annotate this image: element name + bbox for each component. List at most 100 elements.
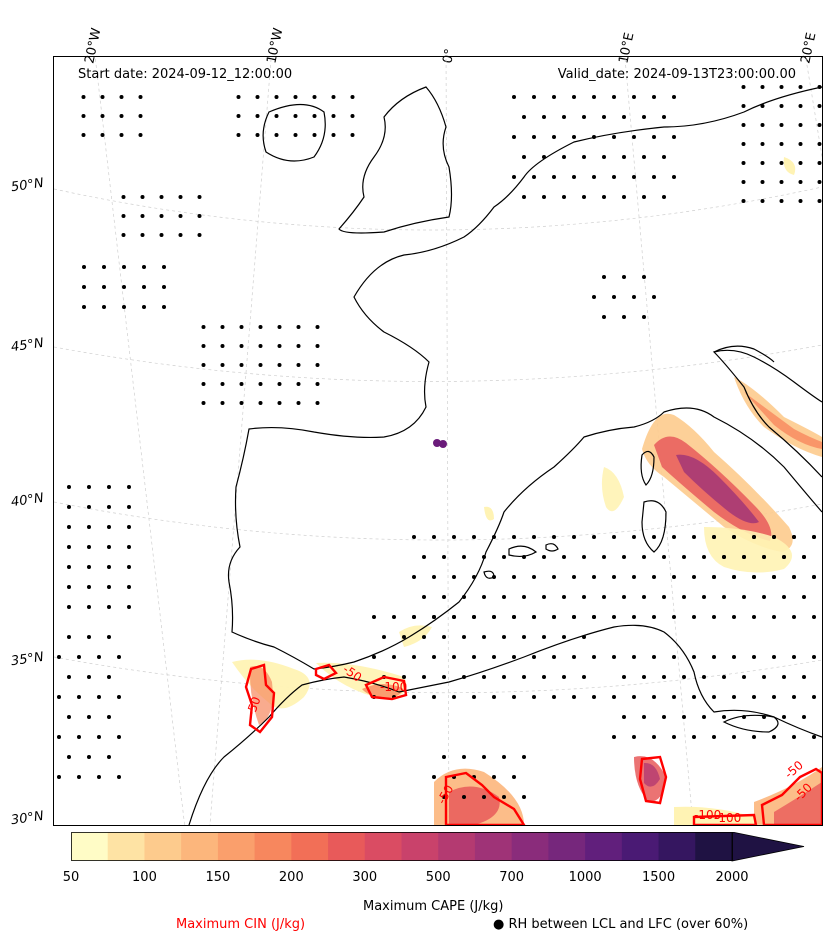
rh-dot	[652, 655, 656, 659]
rh-dot	[532, 575, 536, 579]
rh-dot	[100, 133, 105, 137]
colorbar-cell	[548, 832, 586, 861]
rh-dot	[652, 535, 656, 539]
rh-dot	[760, 104, 765, 108]
rh-dot	[442, 755, 446, 759]
rh-dot	[142, 285, 146, 289]
purple-marker	[433, 439, 441, 447]
lat-label-30n: 30°N	[10, 808, 45, 829]
rh-dot	[552, 175, 556, 179]
rh-dot	[462, 595, 466, 599]
rh-dot	[812, 695, 816, 699]
rh-dot	[331, 95, 336, 99]
rh-dot	[442, 555, 446, 559]
rh-dot	[442, 675, 446, 679]
colorbar-bar	[71, 832, 805, 862]
rh-dot	[572, 695, 576, 699]
rh-dot	[422, 555, 426, 559]
rh-dot	[572, 135, 576, 139]
rh-dot	[642, 675, 646, 679]
rh-dot	[782, 715, 786, 719]
rh-dot	[652, 735, 656, 739]
colorbar-tick-label: 2000	[715, 870, 749, 885]
rh-dot	[817, 104, 822, 108]
rh-dot	[117, 735, 121, 739]
rh-dot	[82, 305, 86, 309]
rh-dot	[582, 555, 586, 559]
rh-dot	[502, 635, 506, 639]
rh-dot	[582, 195, 586, 199]
rh-dot	[315, 401, 320, 405]
lat-label-40n: 40°N	[10, 490, 45, 511]
rh-dot	[142, 265, 146, 269]
rh-dot	[772, 695, 776, 699]
rh-dot	[97, 735, 101, 739]
rh-dot	[812, 655, 816, 659]
rh-dot	[562, 635, 566, 639]
rh-dot	[107, 605, 111, 609]
rh-dot	[652, 175, 656, 179]
rh-dot	[87, 635, 91, 639]
cin-contour-labels: -50 -100 -50 -100 -50 -50 -100 -50	[244, 662, 815, 825]
colorbar-tick-label: 500	[425, 870, 451, 885]
rh-dot	[662, 155, 666, 159]
rh-dot	[592, 95, 596, 99]
rh-dot	[760, 142, 765, 146]
rh-dot	[239, 363, 244, 367]
colorbar-cell	[364, 832, 402, 861]
rh-dot	[67, 715, 71, 719]
rh-dot	[178, 195, 183, 199]
rh-dot	[592, 535, 596, 539]
rh-dot	[817, 85, 822, 89]
rh-dot	[236, 95, 241, 99]
rh-dot	[542, 115, 546, 119]
rh-dot	[562, 155, 566, 159]
rh-dot	[512, 95, 516, 99]
rh-dot	[87, 505, 91, 509]
rh-dot	[412, 615, 416, 619]
rh-dot	[140, 214, 145, 218]
rh-dot	[122, 265, 126, 269]
rh-dot	[632, 135, 636, 139]
rh-dot	[742, 595, 746, 599]
rh-dot	[812, 735, 816, 739]
rh-dot	[201, 401, 206, 405]
cin-label: -50	[244, 695, 264, 718]
rh-dot	[258, 382, 263, 386]
rh-dot	[87, 605, 91, 609]
rh-dot	[293, 114, 298, 118]
rh-dot	[812, 575, 816, 579]
start-date-label: Start date: 2024-09-12_12:00:00	[78, 67, 293, 82]
rh-dot	[512, 615, 516, 619]
rh-dot	[442, 635, 446, 639]
rh-dot	[277, 363, 282, 367]
rh-dot	[197, 233, 202, 237]
rh-dot	[812, 535, 816, 539]
lat-label-35n: 35°N	[10, 649, 45, 670]
rh-dot	[798, 85, 803, 89]
rh-dot	[492, 775, 496, 779]
rh-dot	[817, 142, 822, 146]
rh-dot	[452, 695, 456, 699]
rh-dot	[122, 305, 126, 309]
map-canvas: -50 -100 -50 -100 -50 -50 -100 -50	[54, 57, 822, 825]
rh-dot	[682, 675, 686, 679]
rh-dot	[732, 535, 736, 539]
rh-dot	[159, 233, 164, 237]
rh-dot	[67, 525, 71, 529]
rh-dot	[97, 655, 101, 659]
rh-dot	[817, 123, 822, 127]
rh-dot	[792, 655, 796, 659]
rh-dot	[102, 285, 106, 289]
rh-dot	[87, 525, 91, 529]
rh-dot	[812, 615, 816, 619]
rh-dot	[592, 575, 596, 579]
rh-dot	[239, 325, 244, 329]
rh-dot	[522, 635, 526, 639]
colorbar-cell	[328, 832, 366, 861]
rh-dot	[772, 575, 776, 579]
rh-dot	[107, 635, 111, 639]
cin-label: -100	[714, 811, 741, 825]
rh-dot	[127, 485, 131, 489]
rh-dot	[392, 655, 396, 659]
